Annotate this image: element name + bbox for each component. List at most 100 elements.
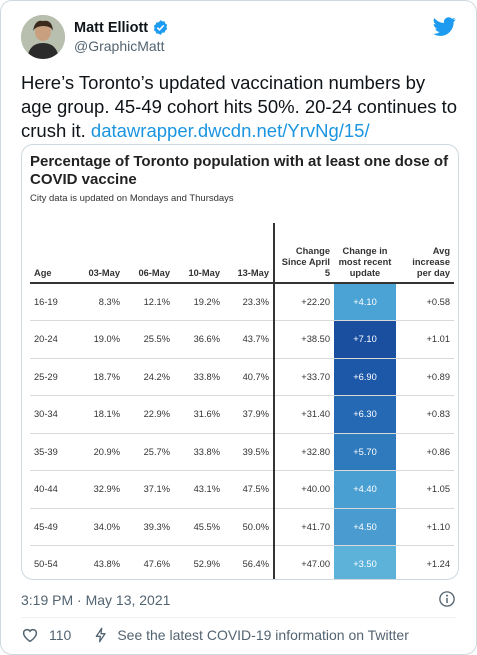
table-cell-avg-increase: +0.86 xyxy=(396,433,454,471)
like-count: 110 xyxy=(49,627,72,643)
table-cell-13-may: 43.7% xyxy=(224,320,274,359)
table-cell-13-may: 23.3% xyxy=(224,283,274,321)
table-row: 25-29 18.7% 24.2% 33.8% 40.7% +33.70 +6.90 +0.8… xyxy=(30,358,454,396)
table-cell-13-may: 39.5% xyxy=(224,433,274,471)
table-cell-change-since: +38.50 xyxy=(273,320,334,359)
table-cell-age: 25-29 xyxy=(30,358,74,396)
author-name-row[interactable]: Matt Elliott xyxy=(74,19,169,36)
table-cell-13-may: 50.0% xyxy=(224,508,274,546)
table-cell-13-may: 56.4% xyxy=(224,545,274,579)
table-cell-10-may: 19.2% xyxy=(174,283,224,321)
col-change-recent-header: Change in most recent update xyxy=(334,223,396,284)
col-age-header: Age xyxy=(30,223,74,284)
table-cell-03-may: 43.8% xyxy=(74,545,124,579)
table-cell-change-recent: +7.10 xyxy=(334,320,396,359)
table-cell-06-may: 37.1% xyxy=(124,470,174,509)
col-avg-increase-header: Avg increase per day xyxy=(396,223,454,284)
author-handle[interactable]: @GraphicMatt xyxy=(74,38,165,54)
table-cell-10-may: 52.9% xyxy=(174,545,224,579)
table-cell-age: 35-39 xyxy=(30,433,74,471)
table-cell-avg-increase: +1.05 xyxy=(396,470,454,509)
table-cell-06-may: 24.2% xyxy=(124,358,174,396)
table-cell-avg-increase: +1.24 xyxy=(396,545,454,579)
table-cell-age: 40-44 xyxy=(30,470,74,509)
table-cell-age: 50-54 xyxy=(30,545,74,579)
table-cell-10-may: 45.5% xyxy=(174,508,224,546)
table-cell-03-may: 34.0% xyxy=(74,508,124,546)
covid-info-link[interactable]: See the latest COVID-19 information on T… xyxy=(93,626,409,644)
table-cell-avg-increase: +1.10 xyxy=(396,508,454,546)
col-change-since-header: Change Since April 5 xyxy=(273,223,334,284)
table-cell-06-may: 25.5% xyxy=(124,320,174,359)
twitter-bird-icon[interactable] xyxy=(433,15,456,38)
table-cell-change-since: +41.70 xyxy=(273,508,334,546)
table-cell-13-may: 47.5% xyxy=(224,470,274,509)
table-cell-03-may: 20.9% xyxy=(74,433,124,471)
like-button[interactable]: 110 xyxy=(21,626,71,644)
heart-icon xyxy=(22,628,38,643)
table-cell-10-may: 33.8% xyxy=(174,358,224,396)
embedded-chart-card[interactable]: Percentage of Toronto population with at… xyxy=(21,144,459,580)
table-row: 35-39 20.9% 25.7% 33.8% 39.5% +32.80 +5.70 +0.8… xyxy=(30,433,454,471)
table-cell-change-since: +33.70 xyxy=(273,358,334,396)
chart-title: Percentage of Toronto population with at… xyxy=(30,153,449,188)
table-cell-change-since: +40.00 xyxy=(273,470,334,509)
chart-subtitle: City data is updated on Mondays and Thur… xyxy=(30,193,234,204)
table-cell-change-recent: +4.40 xyxy=(334,470,396,509)
table-cell-age: 20-24 xyxy=(30,320,74,359)
table-cell-06-may: 39.3% xyxy=(124,508,174,546)
author-name[interactable]: Matt Elliott xyxy=(74,19,149,36)
table-row: 40-44 32.9% 37.1% 43.1% 47.5% +40.00 +4.40 +1.0… xyxy=(30,470,454,509)
table-cell-06-may: 47.6% xyxy=(124,545,174,579)
table-cell-13-may: 40.7% xyxy=(224,358,274,396)
table-cell-06-may: 25.7% xyxy=(124,433,174,471)
table-cell-change-since: +31.40 xyxy=(273,395,334,434)
table-cell-13-may: 37.9% xyxy=(224,395,274,434)
tweet-text: Here’s Toronto’s updated vaccination num… xyxy=(21,71,461,143)
table-cell-change-since: +32.80 xyxy=(273,433,334,471)
table-cell-change-recent: +4.50 xyxy=(334,508,396,546)
table-cell-change-recent: +4.10 xyxy=(334,283,396,321)
table-cell-03-may: 18.7% xyxy=(74,358,124,396)
vaccination-table: Age 03-May 06-May 10-May 13-May Change Since … xyxy=(30,223,454,579)
table-cell-change-since: +47.00 xyxy=(273,545,334,579)
lightning-icon xyxy=(95,627,106,643)
table-cell-10-may: 33.8% xyxy=(174,433,224,471)
table-cell-06-may: 12.1% xyxy=(124,283,174,321)
table-row: 45-49 34.0% 39.3% 45.5% 50.0% +41.70 +4.50 +1.1… xyxy=(30,508,454,546)
table-cell-10-may: 31.6% xyxy=(174,395,224,434)
table-cell-age: 45-49 xyxy=(30,508,74,546)
table-body: 16-19 8.3% 12.1% 19.2% 23.3% +22.20 +4.10 +0.58… xyxy=(30,283,454,579)
table-row: 30-34 18.1% 22.9% 31.6% 37.9% +31.40 +6.30 +0.8… xyxy=(30,395,454,434)
col-06-may-header: 06-May xyxy=(124,223,174,284)
tweet-header: Matt Elliott @GraphicMatt xyxy=(21,15,456,63)
avatar[interactable] xyxy=(21,15,65,59)
verified-badge-icon xyxy=(153,20,168,35)
table-cell-avg-increase: +0.89 xyxy=(396,358,454,396)
table-cell-avg-increase: +0.83 xyxy=(396,395,454,434)
table-cell-03-may: 8.3% xyxy=(74,283,124,321)
divider xyxy=(21,617,456,618)
col-13-may-header: 13-May xyxy=(224,223,274,284)
table-cell-03-may: 32.9% xyxy=(74,470,124,509)
table-cell-10-may: 36.6% xyxy=(174,320,224,359)
tweet-link[interactable]: datawrapper.dwcdn.net/YrvNg/15/ xyxy=(90,120,370,141)
table-cell-age: 16-19 xyxy=(30,283,74,321)
table-cell-avg-increase: +0.58 xyxy=(396,283,454,321)
table-row: 20-24 19.0% 25.5% 36.6% 43.7% +38.50 +7.10 +1.0… xyxy=(30,320,454,359)
table-cell-avg-increase: +1.01 xyxy=(396,320,454,359)
table-header-row: Age 03-May 06-May 10-May 13-May Change Since … xyxy=(30,223,454,284)
table-row: 50-54 43.8% 47.6% 52.9% 56.4% +47.00 +3.50 +1.2… xyxy=(30,545,454,579)
tweet-timestamp[interactable]: 3:19 PM · May 13, 2021 xyxy=(21,592,171,608)
table-cell-03-may: 19.0% xyxy=(74,320,124,359)
info-icon[interactable] xyxy=(438,590,456,608)
covid-info-text: See the latest COVID-19 information on T… xyxy=(117,627,409,643)
table-cell-03-may: 18.1% xyxy=(74,395,124,434)
table-cell-age: 30-34 xyxy=(30,395,74,434)
tweet-actions: 110 See the latest COVID-19 information … xyxy=(21,626,409,644)
col-10-may-header: 10-May xyxy=(174,223,224,284)
table-cell-change-since: +22.20 xyxy=(273,283,334,321)
table-cell-change-recent: +5.70 xyxy=(334,433,396,471)
col-03-may-header: 03-May xyxy=(74,223,124,284)
